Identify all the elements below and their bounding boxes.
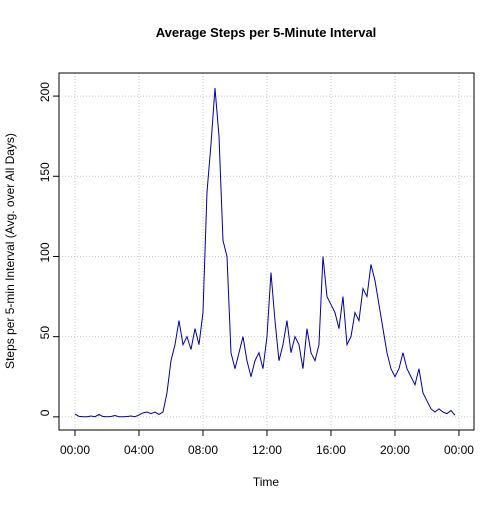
x-tick-label: 00:00 xyxy=(60,443,90,457)
y-tick-label: 200 xyxy=(38,82,52,102)
y-tick-label: 100 xyxy=(38,242,52,262)
x-tick-label: 20:00 xyxy=(380,443,410,457)
y-tick-label: 150 xyxy=(38,162,52,182)
y-axis-label: Steps per 5-min Interval (Avg. over All … xyxy=(3,133,17,369)
x-tick-label: 00:00 xyxy=(444,443,474,457)
x-axis-label: Time xyxy=(253,475,280,489)
chart-title: Average Steps per 5-Minute Interval xyxy=(156,25,377,40)
x-tick-label: 04:00 xyxy=(124,443,154,457)
x-tick-label: 08:00 xyxy=(188,443,218,457)
data-line xyxy=(74,88,456,418)
plot-frame xyxy=(58,72,475,431)
x-tick-label: 12:00 xyxy=(252,443,282,457)
y-tick-label: 50 xyxy=(38,326,52,340)
y-tick-label: 0 xyxy=(38,409,52,416)
x-tick-label: 16:00 xyxy=(316,443,346,457)
